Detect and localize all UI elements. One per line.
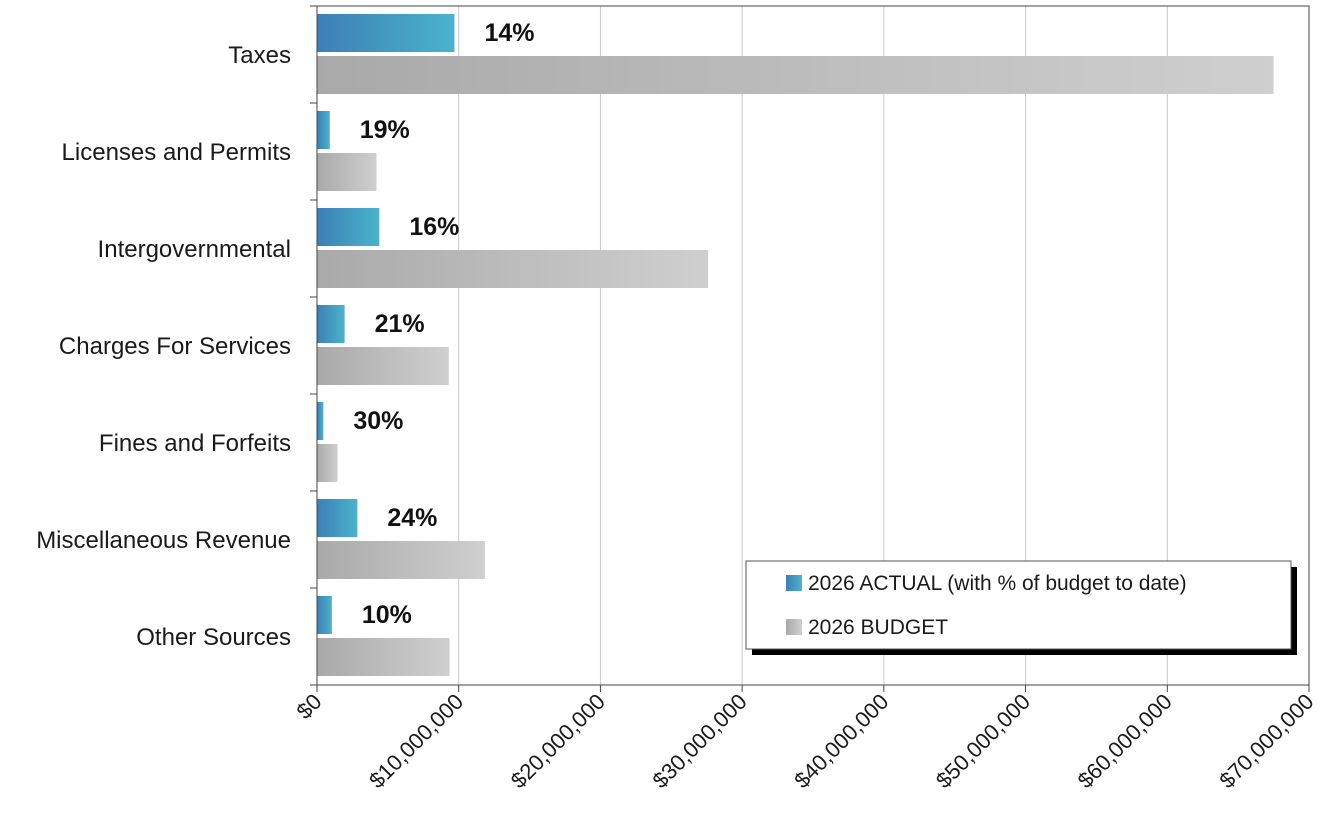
- data-label-pct: 14%: [484, 19, 534, 47]
- axes: [310, 5, 1310, 692]
- bar-budget: [317, 444, 338, 482]
- x-tick-label: $70,000,000: [1214, 689, 1318, 793]
- legend-label-budget: 2026 BUDGET: [808, 616, 948, 639]
- legend: 2026 ACTUAL (with % of budget to date) 2…: [745, 560, 1297, 655]
- plot-frame: [316, 5, 1310, 686]
- x-tick-label: $30,000,000: [647, 689, 751, 793]
- data-label-pct: 30%: [353, 407, 403, 435]
- bar-actual: [317, 14, 455, 52]
- bar-budget: [317, 638, 450, 676]
- bar-actual: [317, 402, 324, 440]
- labels: $0 $10,000,000 $20,000,000 $30,000,000 $40,0…: [36, 19, 1318, 793]
- category-label: Licenses and Permits: [62, 139, 291, 166]
- legend-swatch-budget: [786, 619, 802, 635]
- bars: [317, 14, 1274, 676]
- x-tick-label: $40,000,000: [789, 689, 893, 793]
- bar-actual: [317, 499, 358, 537]
- data-label-pct: 19%: [360, 116, 410, 144]
- category-label: Fines and Forfeits: [99, 430, 291, 457]
- category-label: Intergovernmental: [98, 236, 291, 263]
- x-tick-label: $50,000,000: [931, 689, 1035, 793]
- category-label: Charges For Services: [59, 333, 291, 360]
- legend-label-actual: 2026 ACTUAL (with % of budget to date): [808, 572, 1187, 595]
- x-tick-label: $60,000,000: [1073, 689, 1177, 793]
- data-label-pct: 16%: [409, 213, 459, 241]
- category-label: Other Sources: [136, 624, 291, 651]
- data-label-pct: 21%: [375, 310, 425, 338]
- x-tick-label: $20,000,000: [506, 689, 610, 793]
- legend-swatch-actual: [786, 575, 802, 591]
- x-tick-label: $0: [292, 689, 327, 724]
- bar-budget: [317, 541, 485, 579]
- data-label-pct: 10%: [362, 601, 412, 629]
- data-label-pct: 24%: [387, 504, 437, 532]
- category-label: Taxes: [228, 42, 291, 69]
- bar-budget: [317, 153, 377, 191]
- x-tick-label: $10,000,000: [364, 689, 468, 793]
- category-label: Miscellaneous Revenue: [36, 527, 291, 554]
- bar-actual: [317, 596, 332, 634]
- bar-actual: [317, 208, 380, 246]
- bar-actual: [317, 305, 345, 343]
- bar-budget: [317, 347, 449, 385]
- bar-budget: [317, 56, 1274, 94]
- legend-box: [745, 560, 1292, 650]
- bar-budget: [317, 250, 709, 288]
- bar-actual: [317, 111, 330, 149]
